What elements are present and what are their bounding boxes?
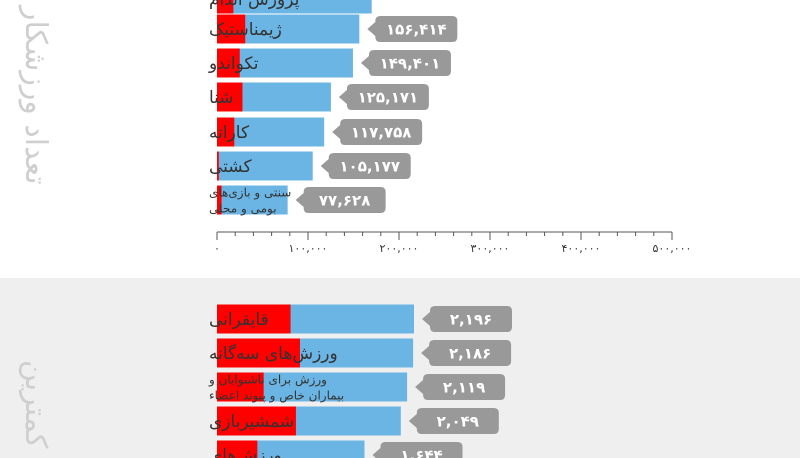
bottom-category-label-1: ورزش‌های سه‌گانه — [209, 343, 338, 364]
bottom-value-badge-1 — [421, 340, 512, 366]
top-value-badge-5 — [320, 153, 411, 179]
top-bar-red-segment-6 — [217, 185, 222, 215]
top-value-label-1: ۱۵۶,۴۱۴ — [386, 20, 447, 38]
bottom-bar-red-segment-0 — [217, 304, 291, 334]
bottom-value-badge-3 — [408, 408, 499, 434]
top-bar-0 — [217, 0, 372, 14]
top-category-label-6: سنتی و بازی‌های بومی و محلی — [209, 185, 291, 216]
top-value-badge-6 — [295, 187, 386, 213]
bottom-category-label-0: قایقرانی — [209, 310, 269, 330]
bottom-bar-red-segment-3 — [217, 406, 296, 436]
top-value-badge-3 — [338, 84, 429, 110]
top-category-label-0: پرورش اندام — [209, 0, 300, 10]
bottom-value-label-2: ۲,۱۱۹ — [443, 378, 485, 396]
top-category-label-2: تکواندو — [208, 54, 259, 74]
top-value-label-6: ۷۷,۶۲۸ — [319, 191, 370, 209]
top-bar-6 — [217, 185, 288, 215]
top-x-tick-label-2: ۲۰۰,۰۰۰ — [380, 242, 419, 255]
top-bar-red-segment-1 — [217, 14, 246, 44]
bottom-value-label-1: ۲,۱۸۶ — [449, 344, 491, 362]
top-category-label-3: شنا — [209, 88, 234, 108]
bottom-bar-red-segment-2 — [217, 372, 264, 402]
top-x-tick-label-0: ۰ — [214, 242, 220, 255]
top-bar-4 — [217, 117, 325, 147]
top-bar-red-segment-5 — [217, 151, 219, 181]
bottom-value-label-0: ۲,۱۹۶ — [450, 310, 492, 328]
top-category-label-1: ژیمناستیک — [209, 20, 282, 40]
top-category-label-5: کشتی — [209, 157, 252, 177]
top-bar-red-segment-0 — [217, 0, 234, 14]
top-x-tick-label-3: ۳۰۰,۰۰۰ — [471, 242, 510, 255]
top-bar-5 — [217, 151, 313, 181]
top-bar-red-segment-4 — [217, 117, 235, 147]
bottom-value-label-4: ۱,۶۴۴ — [400, 446, 442, 458]
top-value-label-4: ۱۱۷,۷۵۸ — [351, 123, 412, 141]
top-value-label-2: ۱۴۹,۴۰۱ — [380, 54, 441, 72]
top-bar-red-segment-3 — [217, 82, 243, 112]
top-x-tick-label-4: ۴۰۰,۰۰۰ — [562, 242, 601, 255]
bottom-value-badge-4 — [372, 442, 463, 458]
bottom-value-badge-0 — [422, 306, 512, 332]
top-value-badge-1 — [367, 16, 458, 42]
top-x-tick-label-1: ۱۰۰,۰۰۰ — [289, 242, 328, 255]
bottom-category-label-2: ورزش برای ناشنوایان و بیماران خاص و پیوند… — [208, 372, 344, 403]
top-category-label-4: کاراته — [209, 123, 250, 143]
bottom-category-label-4: ورزش‌های — [209, 446, 282, 458]
bottom-category-label-3: شمشیربازی — [209, 412, 294, 432]
top-x-tick-label-5: ۵۰۰,۰۰۰ — [653, 242, 692, 255]
top-value-label-5: ۱۰۵,۱۷۷ — [339, 157, 400, 175]
top-value-badge-2 — [360, 50, 451, 76]
top-value-label-3: ۱۲۵,۱۷۱ — [358, 88, 419, 106]
top-bar-red-segment-2 — [217, 48, 240, 78]
top-value-badge-4 — [332, 119, 423, 145]
bottom-value-label-3: ۲,۰۴۹ — [437, 412, 479, 430]
bottom-bar-red-segment-1 — [217, 338, 300, 368]
bottom-value-badge-2 — [415, 374, 506, 400]
bottom-bar-red-segment-4 — [217, 440, 258, 458]
